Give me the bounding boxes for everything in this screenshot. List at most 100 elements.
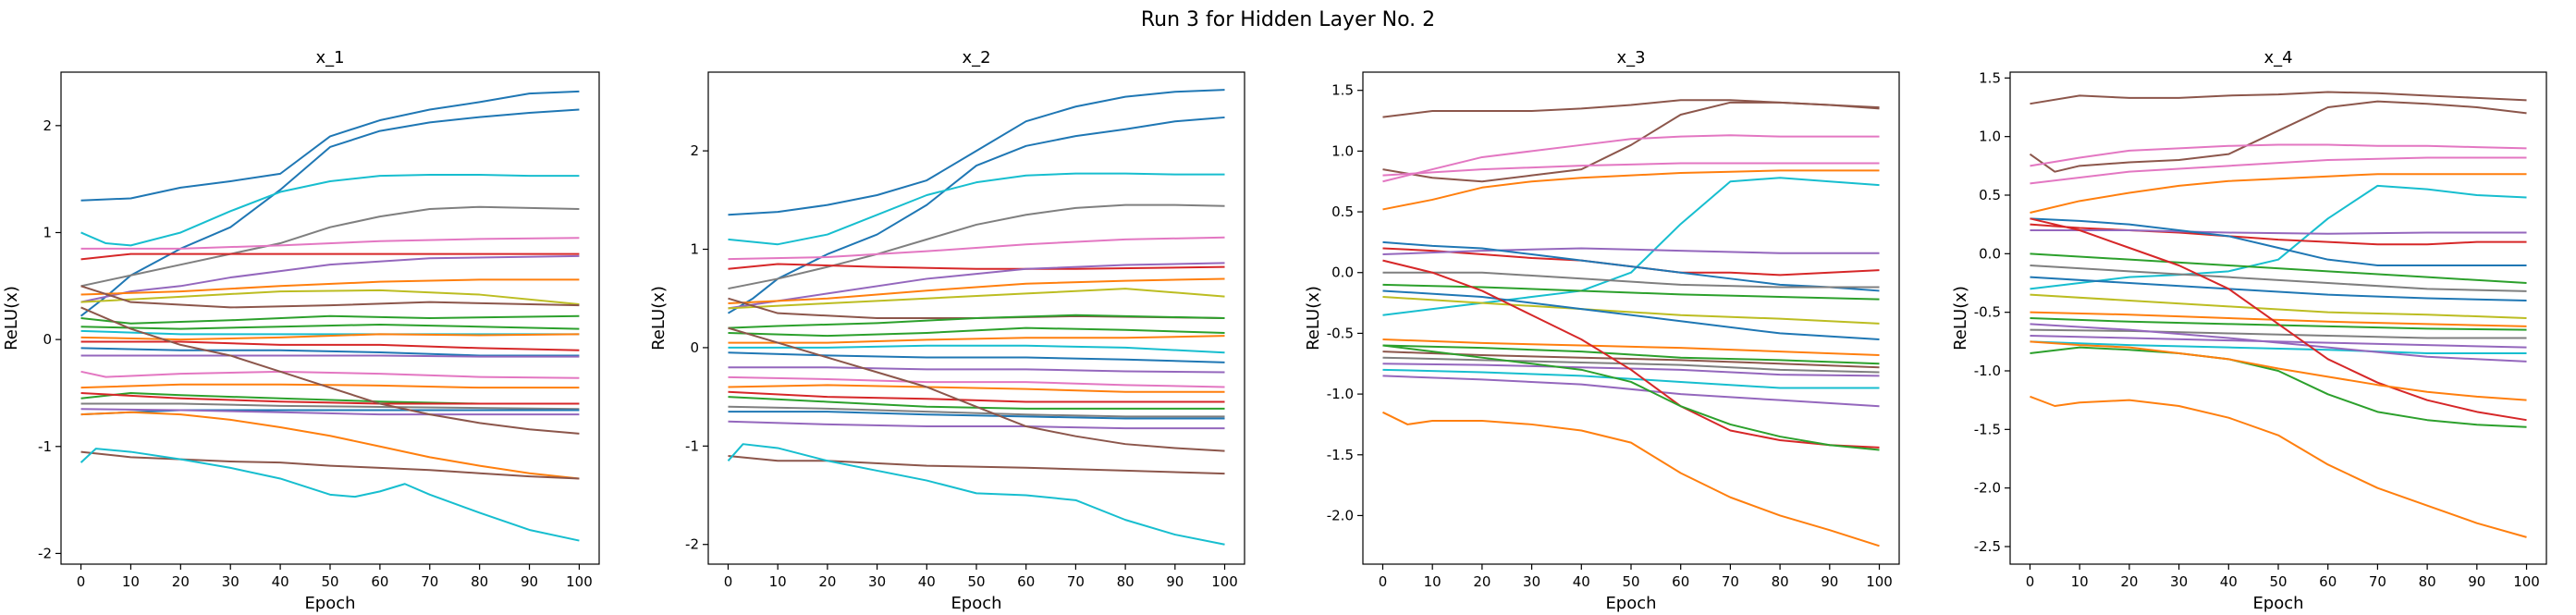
series-line-21 <box>80 391 580 405</box>
y-tick-label: 1.5 <box>1979 69 2001 86</box>
x-tick-label: 80 <box>471 573 488 590</box>
series-line-7 <box>728 262 1225 310</box>
series-group <box>1382 99 1880 547</box>
y-tick-label: -1.0 <box>1327 386 1354 402</box>
series-line-25 <box>80 306 580 435</box>
series-line-9 <box>80 289 580 305</box>
series-line-8 <box>1382 247 1880 256</box>
series-line-2 <box>2029 100 2527 173</box>
x-axis-label: Epoch <box>304 594 355 613</box>
series-line-5 <box>2030 173 2527 214</box>
x-tick-label: 40 <box>918 573 936 590</box>
series-line-22 <box>2030 340 2527 401</box>
x-tick-label: 30 <box>868 573 886 590</box>
series-line-27 <box>80 450 580 480</box>
series-line-16 <box>1382 351 1880 369</box>
x-tick-label: 90 <box>1821 573 1838 590</box>
series-line-4 <box>80 205 580 288</box>
x-axis-label: Epoch <box>2252 594 2303 613</box>
series-line-22 <box>80 402 580 411</box>
series-line-6 <box>80 252 580 261</box>
series-line-14 <box>1382 338 1880 357</box>
y-axis-label: ReLU(x) <box>1304 286 1323 351</box>
series-line-20 <box>1382 375 1880 408</box>
y-tick-label: 1.0 <box>1331 142 1354 159</box>
x-tick-label: 40 <box>272 573 289 590</box>
x-tick-label: 60 <box>2319 573 2337 590</box>
x-tick-label: 60 <box>1672 573 1689 590</box>
series-line-23 <box>1382 411 1880 547</box>
series-line-8 <box>80 278 580 296</box>
series-line-15 <box>80 340 580 351</box>
x-tick-label: 60 <box>1017 573 1035 590</box>
y-tick-label: 1 <box>690 241 699 258</box>
series-line-19 <box>2030 323 2527 363</box>
series-line-4 <box>2030 156 2527 185</box>
x-tick-label: 70 <box>421 573 438 590</box>
subplots: 0 10 20 30 40 50 60 70 80 90 100-2-1012x_1EpochReL… <box>2 48 2547 613</box>
series-line-5 <box>80 237 580 250</box>
series-line-13 <box>728 335 1225 344</box>
series-line-9 <box>2030 217 2527 266</box>
series-line-9 <box>1382 240 1880 292</box>
x-tick-label: 0 <box>1379 573 1388 590</box>
x-tick-label: 40 <box>1573 573 1590 590</box>
series-line-16 <box>2030 328 2527 339</box>
subplot-title: x_4 <box>2263 48 2292 68</box>
x-tick-label: 100 <box>1866 573 1893 590</box>
y-axis-label: ReLU(x) <box>649 286 669 351</box>
series-line-26 <box>80 411 580 480</box>
series-line-13 <box>80 329 580 336</box>
series-line-13 <box>2030 276 2527 301</box>
series-line-14 <box>728 344 1225 354</box>
y-tick-label: 0.0 <box>1331 264 1354 281</box>
series-line-20 <box>2030 217 2527 422</box>
series-line-15 <box>728 351 1225 363</box>
series-line-4 <box>728 203 1225 290</box>
figure-suptitle: Run 3 for Hidden Layer No. 2 <box>1141 8 1435 31</box>
series-line-26 <box>727 443 1225 546</box>
series-line-21 <box>1382 259 1880 449</box>
y-tick-label: -1 <box>685 437 699 454</box>
series-line-9 <box>728 288 1225 310</box>
series-line-3 <box>2030 143 2527 167</box>
x-tick-label: 100 <box>2513 573 2540 590</box>
y-tick-label: 1.0 <box>1979 129 2001 145</box>
y-tick-label: 1 <box>43 224 52 240</box>
series-line-1 <box>2030 91 2527 105</box>
series-line-13 <box>1382 289 1880 340</box>
y-tick-label: -2 <box>38 545 52 561</box>
series-line-23 <box>2030 395 2527 538</box>
series-line-6 <box>2030 184 2527 290</box>
series-line-21 <box>728 405 1225 418</box>
series-line-17 <box>2030 335 2527 349</box>
y-axis-label: ReLU(x) <box>2 286 21 351</box>
series-line-1 <box>1382 99 1880 118</box>
subplot-2: 0 10 20 30 40 50 60 70 80 90 100 -2 -1 0 1 2 x_2 Epoch ReL… <box>649 48 1245 613</box>
x-tick-label: 70 <box>1722 573 1739 590</box>
series-line-22 <box>1382 344 1880 451</box>
series-line-2 <box>80 108 580 317</box>
x-tick-label: 80 <box>2419 573 2436 590</box>
series-line-24 <box>80 408 580 416</box>
series-line-5 <box>1382 169 1880 211</box>
x-tick-label: 0 <box>724 573 733 590</box>
series-line-5 <box>728 236 1225 261</box>
plot-frame <box>60 71 600 565</box>
series-line-7 <box>2030 223 2527 246</box>
y-tick-label: -1.5 <box>1974 421 2001 437</box>
series-line-18 <box>1382 363 1880 377</box>
x-tick-label: 20 <box>1473 573 1490 590</box>
series-line-23 <box>728 420 1225 430</box>
series-line-3 <box>80 174 580 247</box>
y-tick-label: 0.0 <box>1979 245 2001 262</box>
x-tick-label: 50 <box>321 573 338 590</box>
x-tick-label: 90 <box>521 573 538 590</box>
series-line-21 <box>2030 346 2527 428</box>
subplot-4: 0 10 20 30 40 50 60 70 80 90 100 -2.5 -2.0 -1.5 -1.0 -0… <box>1951 48 2547 613</box>
x-tick-label: 30 <box>222 573 239 590</box>
x-tick-label: 0 <box>77 573 86 590</box>
series-line-19 <box>1382 368 1880 389</box>
series-line-17 <box>1382 356 1880 374</box>
series-line-16 <box>728 366 1225 374</box>
